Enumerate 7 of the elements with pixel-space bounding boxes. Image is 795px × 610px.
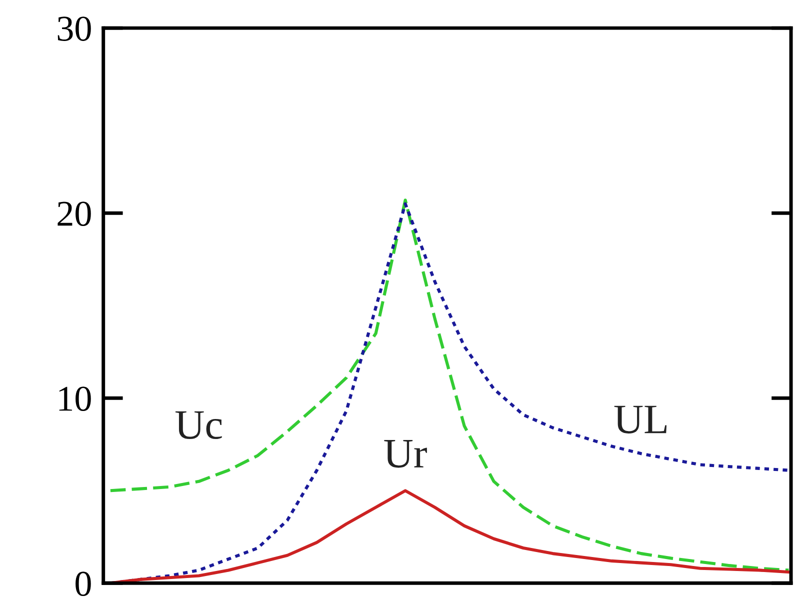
y-tick-label: 30 bbox=[58, 16, 91, 41]
series-label: Ur bbox=[384, 440, 427, 468]
series-label: UL bbox=[614, 406, 666, 434]
y-tick-label: 0 bbox=[76, 572, 91, 596]
y-tick-label: 20 bbox=[58, 202, 91, 226]
series-label: Uc bbox=[175, 411, 222, 440]
y-tick-label: 10 bbox=[59, 386, 91, 412]
